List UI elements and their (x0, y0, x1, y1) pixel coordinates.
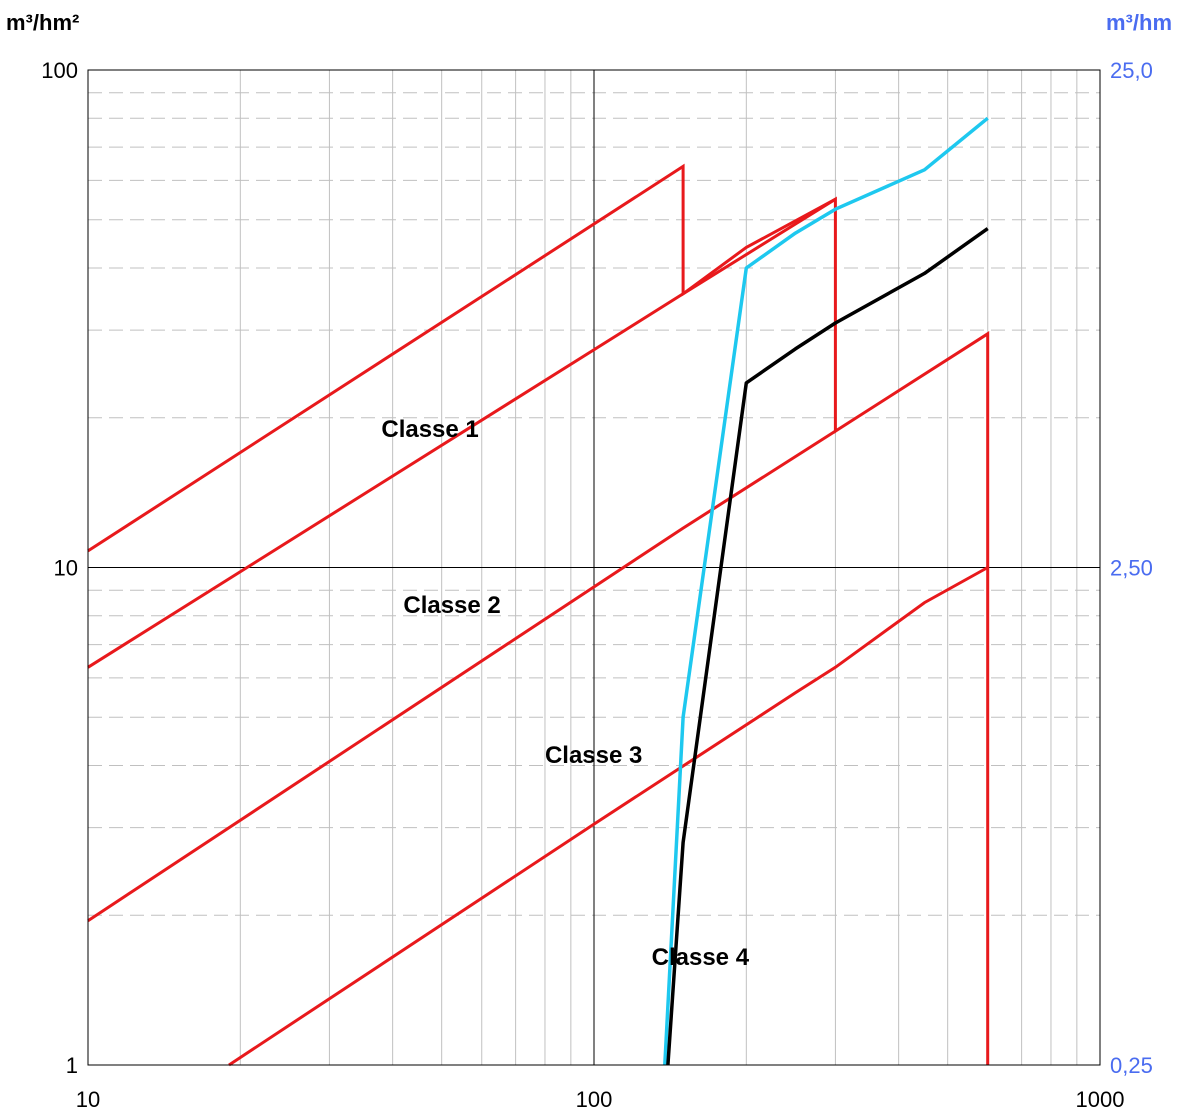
data-series (663, 116, 989, 1066)
y-left-tick-label: 10 (54, 556, 78, 581)
class-boundary-line-3 (87, 429, 837, 922)
cyan-series-line (663, 116, 989, 1066)
class-boundary-line-2 (87, 197, 837, 669)
x-tick-label: 100 (576, 1087, 613, 1112)
tick-labels: 10 100 1000 1 10 100 0,25 2,50 25,0 (41, 58, 1153, 1112)
class-label-3: Classe 3 (545, 742, 642, 769)
class-label-2: Classe 2 (403, 592, 500, 619)
plot-frame (87, 69, 1101, 1066)
class-label-4: Classe 4 (652, 944, 750, 971)
class-boundary-line-4 (228, 566, 989, 1067)
grid (88, 70, 1100, 1065)
black-series-line (666, 227, 989, 1066)
y-right-tick-label: 0,25 (1110, 1053, 1153, 1078)
y-right-unit: m³/hm (1106, 10, 1172, 35)
class-labels: Classe 1 Classe 2 Classe 3 Classe 4 (381, 416, 749, 971)
y-left-tick-label: 1 (66, 1053, 78, 1078)
y-left-unit: m³/hm² (6, 10, 79, 35)
class-boundaries (87, 163, 990, 1067)
y-right-tick-label: 2,50 (1110, 556, 1153, 581)
y-right-tick-label: 25,0 (1110, 58, 1153, 83)
class-label-1: Classe 1 (381, 416, 478, 443)
x-tick-label: 1000 (1076, 1087, 1125, 1112)
y-left-tick-label: 100 (41, 58, 78, 83)
x-tick-label: 10 (76, 1087, 100, 1112)
